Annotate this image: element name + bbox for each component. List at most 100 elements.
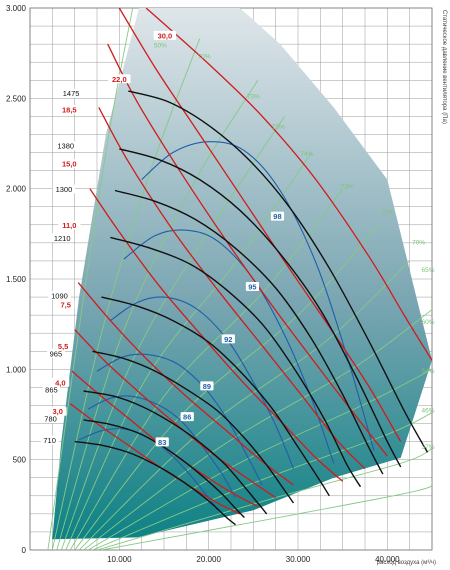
efficiency-label: 73% [247, 93, 260, 100]
power-label: 30,0 [158, 31, 173, 40]
power-label-bg [56, 300, 75, 310]
efficiency-label: 73% [272, 124, 285, 131]
noise-label: 98 [273, 212, 281, 221]
power-label-bg [48, 406, 67, 416]
power-label: 4,0 [55, 378, 65, 387]
efficiency-label: 73% [341, 184, 354, 191]
power-label-bg [58, 159, 81, 169]
noise-label-bg [155, 437, 169, 447]
x-tick-label: 20.000 [196, 555, 221, 564]
rpm-label: 1210 [54, 234, 71, 243]
operating-area [52, 8, 432, 540]
rpm-label: 780 [44, 414, 57, 423]
speed-curve [119, 148, 402, 468]
noise-curve [110, 296, 295, 469]
noise-label-bg [200, 381, 214, 391]
efficiency-line [47, 8, 134, 550]
rpm-label-bg [54, 141, 77, 151]
curve-labels: 1475 1380 1300 1210 1090 965 865 780 710 30,0 22,0… [40, 30, 435, 451]
efficiency-label: 65% [421, 267, 434, 274]
speed-curve [128, 90, 429, 453]
rpm-label: 965 [50, 349, 63, 358]
rpm-label: 710 [43, 436, 56, 445]
noise-curve [87, 395, 236, 498]
operating-area-fill [52, 8, 432, 540]
noise-label: 86 [183, 413, 191, 422]
efficiency-line [60, 116, 285, 550]
efficiency-line [87, 368, 432, 550]
noise-label: 95 [248, 283, 256, 292]
rpm-label-bg [41, 413, 60, 423]
efficiency-label: 54% [421, 368, 434, 375]
rpm-label-bg [48, 291, 71, 301]
efficiency-label: 46% [421, 408, 434, 415]
rpm-label-bg [40, 435, 59, 445]
power-label: 3,0 [52, 407, 62, 416]
speed-curve [101, 296, 330, 497]
rpm-label: 1380 [57, 142, 74, 151]
y-tick-label: 1.000 [6, 365, 27, 374]
y-tick-label: 0 [22, 546, 27, 555]
efficiency-label: 70% [198, 54, 211, 61]
noise-curve [96, 353, 263, 486]
rpm-label: 1090 [51, 292, 68, 301]
power-label-bg [51, 377, 70, 387]
efficiency-line [56, 80, 259, 550]
y-tick-label: 500 [13, 456, 27, 465]
power-label-bg [153, 30, 177, 40]
efficiency-label: 37% [421, 444, 434, 451]
power-label-bg [58, 104, 81, 114]
power-curve [89, 188, 344, 482]
noise-curve [141, 141, 375, 451]
y-axis-label: Статическое давление вентилятора (Па) [441, 10, 447, 124]
power-curve [77, 282, 294, 486]
noise-label-bg [245, 282, 260, 292]
efficiency-label: 50% [154, 43, 167, 50]
x-tick-label: 40.000 [375, 555, 400, 564]
rpm-label: 1475 [63, 89, 80, 98]
noise-label-bg [270, 211, 285, 221]
power-label: 11,0 [62, 221, 76, 230]
speed-curve [110, 236, 362, 488]
efficiency-label: 72% [381, 209, 394, 216]
y-tick-label: 2.500 [6, 94, 27, 103]
efficiency-line [78, 260, 411, 550]
noise-label: 89 [203, 382, 211, 391]
power-label: 15,0 [62, 160, 77, 169]
efficiency-lines [47, 8, 432, 550]
x-tick-label: 10.000 [107, 555, 132, 564]
noise-label: 83 [158, 438, 166, 447]
efficiency-line [96, 448, 432, 550]
speed-curve [114, 189, 384, 475]
y-tick-label: 2.000 [6, 185, 27, 194]
x-tick-label: 30.000 [286, 555, 311, 564]
power-curve [118, 8, 402, 442]
power-label-bg [108, 74, 131, 84]
speed-curve [92, 350, 295, 504]
x-axis-label: расход воздуха (м³/ч) [377, 560, 436, 566]
speed-curve [74, 440, 236, 526]
power-label: 18,5 [62, 105, 77, 114]
y-tick-label: 3.000 [6, 4, 27, 13]
efficiency-line [83, 309, 432, 550]
rpm-label-bg [52, 184, 76, 194]
y-tick-label: 1.500 [6, 275, 27, 284]
efficiency-label: 70% [412, 240, 425, 247]
axes: 10.000 20.000 30.000 40.000 0 500 1.000 1.500 2.… [6, 4, 400, 564]
noise-label-bg [180, 412, 194, 422]
power-label: 22,0 [112, 75, 127, 84]
rpm-label-bg [50, 233, 74, 243]
power-label: 5,5 [58, 342, 68, 351]
noise-label-bg [221, 334, 235, 344]
efficiency-line [101, 480, 432, 550]
rpm-label-bg [47, 348, 65, 358]
efficiency-line [92, 412, 432, 550]
power-curve [74, 329, 277, 499]
power-label-bg [58, 220, 81, 230]
speed-curve [83, 390, 268, 515]
power-label: 7,5 [61, 301, 71, 310]
noise-label: 92 [224, 335, 232, 344]
speed-curves [74, 90, 429, 526]
power-curve [145, 8, 432, 361]
